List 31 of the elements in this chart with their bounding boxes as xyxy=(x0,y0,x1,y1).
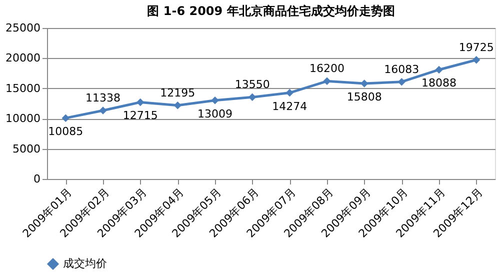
point xyxy=(211,96,219,104)
chart-title: 图 1-6 2009 年北京商品住宅成交均价走势图 xyxy=(147,4,395,18)
point xyxy=(398,78,406,86)
data-label: 10085 xyxy=(48,125,84,138)
y-tick-label: 10000 xyxy=(6,112,40,126)
point xyxy=(248,93,256,102)
legend-label: 成交均价 xyxy=(63,257,107,270)
y-tick-label: 25000 xyxy=(6,22,40,34)
data-label: 11338 xyxy=(86,92,120,105)
data-label: 15808 xyxy=(346,90,382,104)
point xyxy=(286,88,294,97)
point xyxy=(174,101,182,110)
point xyxy=(62,114,70,122)
data-label: 12715 xyxy=(122,109,158,122)
point xyxy=(472,56,480,64)
point xyxy=(323,77,331,86)
data-label: 13550 xyxy=(234,78,270,92)
data-label: 13009 xyxy=(198,107,232,120)
data-label: 18088 xyxy=(422,76,456,90)
data-label: 16200 xyxy=(310,62,344,76)
point xyxy=(136,98,144,106)
point xyxy=(435,66,443,74)
data-label: 16083 xyxy=(384,62,420,76)
data-label: 14274 xyxy=(272,100,308,113)
data-label: 19725 xyxy=(458,40,494,54)
y-tick-label: 20000 xyxy=(6,52,40,65)
data-label: 12195 xyxy=(160,86,196,100)
y-tick-label: 0 xyxy=(34,172,40,186)
point xyxy=(99,106,107,114)
y-tick-label: 5000 xyxy=(12,142,40,156)
y-tick-label: 15000 xyxy=(6,82,40,95)
